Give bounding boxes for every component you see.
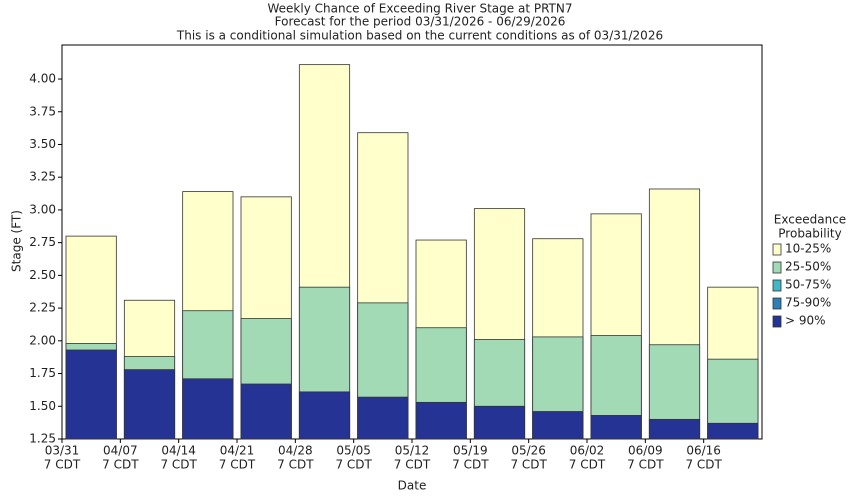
y-tick-label: 3.25	[29, 170, 56, 184]
y-tick-label: 3.75	[29, 104, 56, 118]
x-tick-label: 05/12	[395, 444, 430, 458]
legend-label: 25-50%	[785, 260, 831, 274]
x-axis-label: Date	[398, 479, 427, 493]
x-tick-label: 7 CDT	[335, 458, 372, 472]
bar	[298, 391, 351, 440]
x-tick-label: 05/26	[511, 444, 546, 458]
bar	[240, 383, 292, 440]
legend-swatch	[772, 297, 782, 310]
legend-swatch	[772, 261, 782, 274]
bar	[532, 411, 584, 440]
y-tick-label: 3.00	[29, 202, 56, 216]
legend-label: > 90%	[785, 314, 826, 328]
x-tick-label: 04/28	[278, 444, 313, 458]
x-tick-label: 7 CDT	[160, 458, 197, 472]
y-tick-label: 1.75	[29, 366, 56, 380]
legend-label: 50-75%	[785, 278, 831, 292]
bar	[123, 369, 176, 440]
bar	[648, 418, 701, 440]
bar	[357, 396, 409, 440]
x-tick-label: 05/05	[336, 444, 371, 458]
x-tick-label: 06/16	[686, 444, 721, 458]
legend-swatch	[772, 279, 782, 292]
legend-label: 10-25%	[785, 242, 831, 256]
y-tick-label: 4.00	[29, 72, 56, 86]
legend-swatch	[772, 315, 782, 328]
x-tick-label: 03/31	[45, 444, 80, 458]
y-tick-label: 1.25	[29, 432, 56, 446]
x-tick-label: 7 CDT	[394, 458, 431, 472]
chart-subtitle: Forecast for the period 03/31/2026 - 06/…	[275, 15, 566, 29]
x-tick-label: 7 CDT	[510, 458, 547, 472]
x-tick-label: 7 CDT	[219, 458, 256, 472]
legend-title: Exceedance	[774, 213, 846, 227]
x-tick-label: 05/19	[453, 444, 488, 458]
plot-area	[61, 44, 763, 440]
y-axis-label: Stage (FT)	[10, 210, 24, 272]
x-tick-label: 04/07	[103, 444, 138, 458]
chart-subtitle: This is a conditional simulation based o…	[176, 29, 663, 43]
y-tick-label: 3.50	[29, 137, 56, 151]
bar	[182, 378, 234, 440]
x-tick-label: 7 CDT	[277, 458, 314, 472]
x-tick-label: 04/21	[220, 444, 255, 458]
x-tick-label: 06/02	[570, 444, 605, 458]
y-tick-label: 2.25	[29, 301, 56, 315]
x-tick-label: 7 CDT	[569, 458, 606, 472]
bar	[473, 405, 526, 440]
x-tick-label: 06/09	[628, 444, 663, 458]
bar	[707, 422, 759, 440]
x-tick-label: 7 CDT	[685, 458, 722, 472]
x-tick-label: 7 CDT	[627, 458, 664, 472]
x-tick-label: 7 CDT	[44, 458, 81, 472]
x-tick-label: 04/14	[161, 444, 196, 458]
x-tick-label: 7 CDT	[102, 458, 139, 472]
legend-label: 75-90%	[785, 296, 831, 310]
y-tick-label: 1.50	[29, 399, 56, 413]
bar	[415, 401, 467, 440]
y-tick-label: 2.00	[29, 333, 56, 347]
y-tick-label: 2.50	[29, 268, 56, 282]
chart-title: Weekly Chance of Exceeding River Stage a…	[268, 2, 573, 16]
x-tick-label: 7 CDT	[452, 458, 489, 472]
y-tick-label: 2.75	[29, 235, 56, 249]
bar	[590, 415, 642, 440]
bar	[65, 349, 117, 440]
legend-swatch	[772, 243, 782, 256]
legend-title: Probability	[778, 227, 841, 241]
